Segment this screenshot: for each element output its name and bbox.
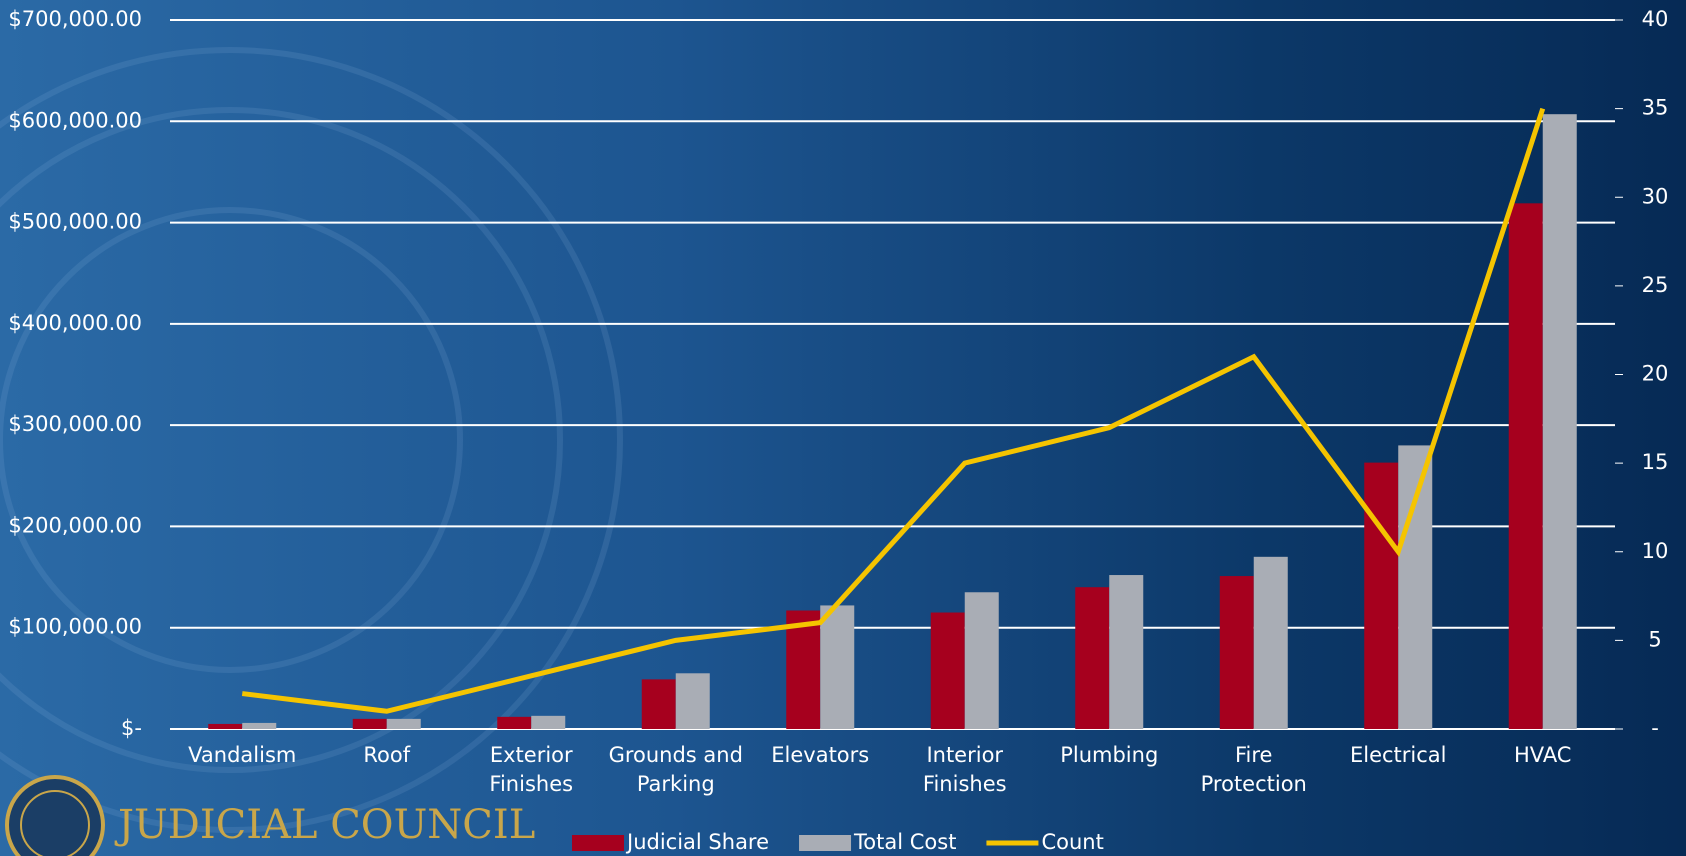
x-tick-label: Grounds and Parking [606,741,746,799]
bar [1398,445,1432,729]
y-tick-label: $400,000.00 [8,311,142,335]
legend-label: Count [1041,830,1103,854]
chart: JUDICIAL COUNCIL $- $100,000.00 $200,000.0… [0,0,1686,856]
bar [1543,114,1577,729]
line [242,109,1543,712]
bar [208,724,242,729]
y2-tick-label: 10 [1642,539,1669,563]
y2-tick-label: 40 [1642,7,1669,31]
y2-tick-label: - [1651,716,1659,740]
legend-swatch [799,835,851,851]
x-tick-label: HVAC [1473,741,1613,770]
legend-swatch [572,835,624,851]
y2-tick-label: 20 [1642,362,1669,386]
y-tick-label: $300,000.00 [8,412,142,436]
bar [531,716,565,729]
y-tick-label: $- [121,716,142,740]
y-tick-label: $500,000.00 [8,210,142,234]
bar [676,673,710,729]
x-tick-label: Fire Protection [1184,741,1324,799]
page: JUDICIAL COUNCIL $- $100,000.00 $200,000.0… [0,0,1686,856]
bar [242,723,276,729]
y2-tick-label: 35 [1642,96,1669,120]
bar [497,717,531,729]
x-tick-label: Elevators [750,741,890,770]
x-tick-label: Roof [317,741,457,770]
logo-seal [7,777,103,856]
bar [642,679,676,729]
bar [1509,203,1543,729]
legend-label: Judicial Share [625,830,769,854]
y2-tick-label: 5 [1648,627,1661,651]
y-tick-label: $100,000.00 [8,615,142,639]
logo-text: JUDICIAL COUNCIL [114,802,535,848]
bar [1254,557,1288,729]
y-tick-label: $200,000.00 [8,513,142,537]
seal-decoration [0,50,620,830]
bar [353,719,387,729]
bar [820,605,854,729]
bar [1075,587,1109,729]
x-tick-label: Vandalism [172,741,312,770]
bar [965,592,999,729]
y2-tick-label: 25 [1642,273,1669,297]
y2-tick-label: 30 [1642,184,1669,208]
x-tick-label: Electrical [1328,741,1468,770]
bar [1220,576,1254,729]
y-tick-label: $700,000.00 [8,7,142,31]
x-tick-label: Interior Finishes [895,741,1035,799]
legend-label: Total Cost [853,830,956,854]
x-tick-label: Plumbing [1039,741,1179,770]
bar [1109,575,1143,729]
bar [931,613,965,729]
x-tick-label: Exterior Finishes [461,741,601,799]
y2-tick-label: 15 [1642,450,1669,474]
bar [387,719,421,729]
y-tick-label: $600,000.00 [8,108,142,132]
bar [1364,463,1398,729]
